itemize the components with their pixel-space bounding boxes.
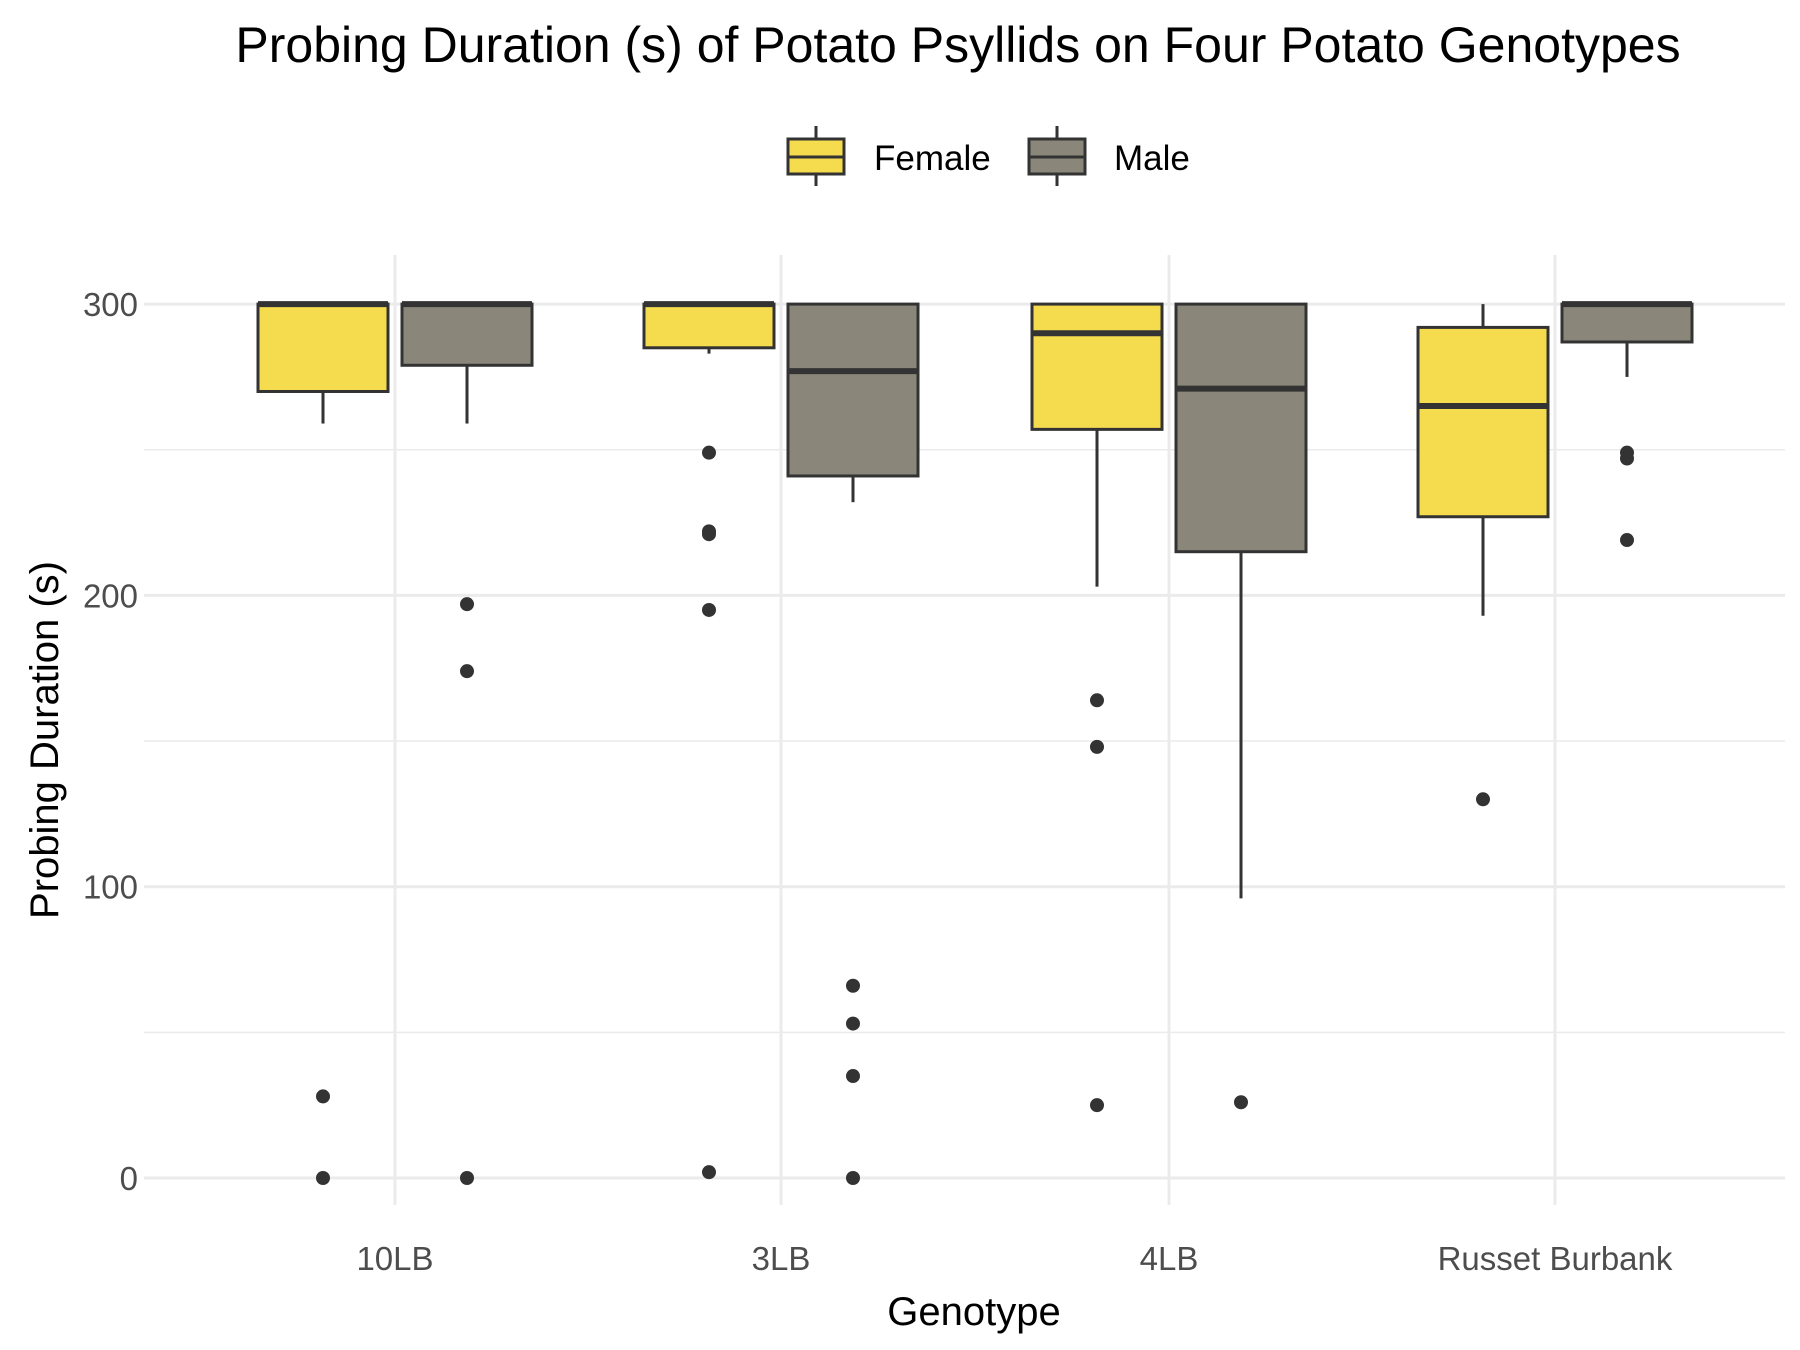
outlier-female-3lb <box>702 445 716 460</box>
y-tick-label: 300 <box>83 286 138 323</box>
legend-item-male: Male <box>1027 126 1190 186</box>
outlier-female-4lb <box>1090 1098 1104 1113</box>
box-female-3lb <box>642 302 776 350</box>
outlier-male-3lb <box>846 1171 860 1185</box>
legend: Female Male <box>786 126 1190 186</box>
y-tick-label: 0 <box>120 1160 138 1197</box>
box-male-3lb <box>786 302 920 478</box>
legend-item-female: Female <box>786 126 991 186</box>
box-male-russet-burbank <box>1560 302 1694 344</box>
outlier-male-10lb <box>460 1171 474 1185</box>
box-female-10lb <box>256 302 390 393</box>
outlier-male-4lb <box>1234 1095 1248 1110</box>
outlier-female-10lb <box>316 1171 330 1185</box>
x-tick-label: Russet Burbank <box>1438 1240 1673 1277</box>
outlier-male-russet-burbank <box>1620 533 1634 548</box>
x-axis-title: Genotype <box>887 1290 1060 1334</box>
outlier-male-russet-burbank <box>1620 451 1634 466</box>
y-axis-title: Probing Duration (s) <box>23 561 67 919</box>
outlier-female-4lb <box>1090 693 1104 708</box>
outlier-female-4lb <box>1090 739 1104 754</box>
outlier-male-3lb <box>846 978 860 993</box>
y-tick-label: 200 <box>83 577 138 614</box>
x-tick-label: 3LB <box>752 1240 811 1277</box>
outlier-female-10lb <box>316 1089 330 1104</box>
x-tick-label: 4LB <box>1140 1240 1199 1277</box>
outlier-male-10lb <box>460 597 474 612</box>
legend-female-label: Female <box>874 139 991 178</box>
outlier-female-3lb <box>702 602 716 617</box>
outlier-male-3lb <box>846 1016 860 1031</box>
outlier-male-3lb <box>846 1069 860 1084</box>
box-female-4lb <box>1030 302 1164 431</box>
y-tick-label: 100 <box>83 869 138 906</box>
x-tick-label: 10LB <box>356 1240 433 1277</box>
box-male-10lb <box>400 302 534 367</box>
outlier-female-3lb <box>702 527 716 542</box>
box-female-russet-burbank <box>1416 325 1550 519</box>
outlier-female-russet-burbank <box>1476 792 1490 807</box>
plot-area: 0 100 200 300 10LB 3LB 4LB Russet Burbank <box>83 255 1785 1277</box>
legend-male-label: Male <box>1114 139 1190 178</box>
outlier-male-10lb <box>460 664 474 679</box>
chart-title: Probing Duration (s) of Potato Psyllids … <box>235 17 1680 73</box>
outlier-female-3lb <box>702 1165 716 1180</box>
box-male-4lb <box>1174 302 1308 554</box>
